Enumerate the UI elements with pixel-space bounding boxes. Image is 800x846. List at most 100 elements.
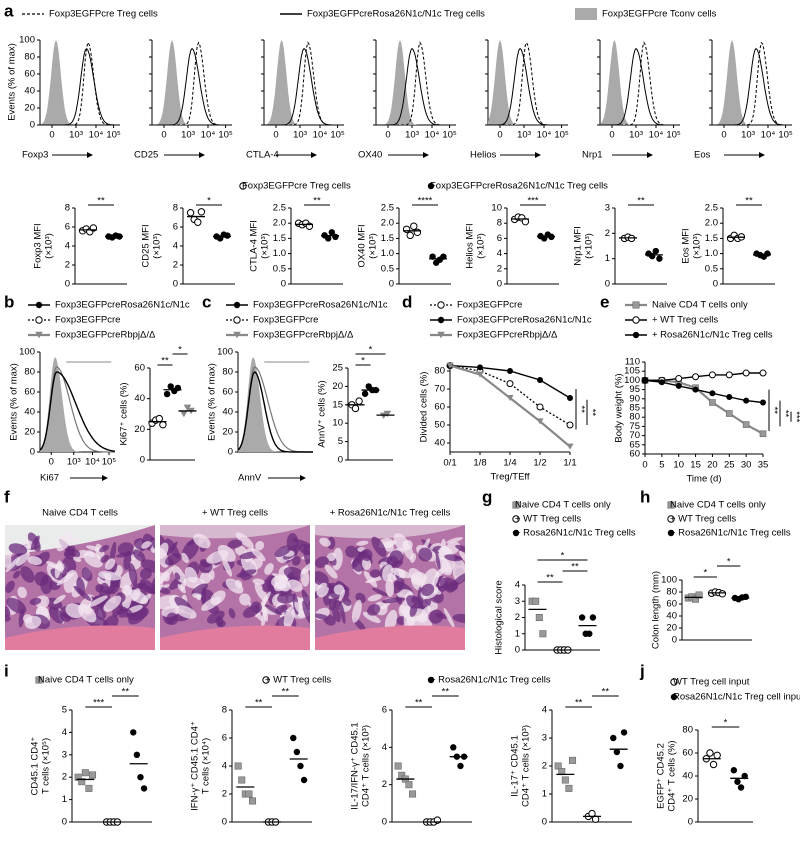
sig-label: ** [122,687,130,698]
point [81,769,89,777]
y-axis-label: T cells (×10⁵) [41,738,52,794]
point [507,368,513,374]
y-tick-label: 3 [542,733,547,744]
x-axis-label: CTLA-4 [246,150,279,161]
y-axis-label: Events (% of max) [7,43,18,121]
crypt [255,541,265,551]
x-tick-label: 10⁵ [218,130,233,141]
histogram-tconv [488,40,568,125]
crypt [99,545,110,553]
y-tick-label: 80 [682,725,693,736]
y-axis-label: Helios MFI [465,223,476,268]
crypt [339,602,346,624]
crypt [5,605,11,617]
crypt [418,547,433,562]
y-tick-label: 0 [382,817,387,828]
y-tick-label: 6 [65,222,70,233]
crypt [390,567,412,579]
y-tick-label: 80 [24,52,35,63]
crypt [48,606,64,624]
point [743,397,750,404]
point [617,762,624,770]
y-tick-label: 1.0 [273,248,286,259]
crypt [27,556,43,565]
y-tick-label: 0 [30,447,35,458]
y-tick-label: 0.5 [705,263,718,274]
crypt [151,536,155,550]
point [300,776,308,784]
crypt [319,537,331,547]
crypt [259,591,271,610]
crypt [363,571,378,588]
histogram-control [238,357,313,452]
crypt [210,590,226,605]
y-tick-label: 0 [30,120,35,131]
crypt [73,585,92,602]
point [706,749,714,757]
point [536,403,544,411]
point [567,395,573,401]
y-tick-label: 60 [24,69,35,80]
y-axis-label: Events (% of max) [9,363,20,441]
sig-label: ** [442,687,450,698]
point [713,751,721,759]
crypt [166,612,179,626]
y-tick-label: 70 [434,384,445,395]
crypt [132,549,146,562]
crypt [239,593,251,606]
y-tick-label: 2 [65,260,70,271]
y-tick-label: 0 [713,279,718,290]
legend-label: + Rosa26N1c/N1c Treg cells [652,330,773,341]
point [332,233,339,241]
point [35,676,43,684]
point [652,247,659,255]
crypt [444,554,462,562]
histogram-treg-dashed [376,41,456,126]
y-tick-label: 2.5 [381,203,394,214]
crypt [160,572,164,592]
crypt [81,567,93,582]
arrow-head [87,152,93,158]
y-tick-label: 20 [332,381,343,392]
point [725,410,733,417]
y-tick-label: 20 [666,623,677,634]
crypt [234,545,247,556]
crypt [252,578,265,585]
legend-label: + WT Treg cells [515,514,581,525]
y-tick-label: 20 [682,794,693,805]
point [159,421,167,429]
y-tick-label: 75 [629,421,640,432]
y-tick-label: 1 [605,253,610,264]
y-tick-label: 2.0 [705,218,718,229]
legend-label: Foxp3EGFPcreRbpjΔ/Δ [55,330,156,341]
legend-label: Naive CD4 T cells only [670,500,766,511]
y-tick-label: 60 [24,387,35,398]
y-axis-label: Foxp3 MFI [33,223,44,268]
point [167,383,174,390]
y-axis-label: AnnV⁺ cells (%) [317,380,328,447]
legend-label: Foxp3EGFPcreRosa26N1c/N1c Treg cells [430,181,608,192]
crypt [53,594,66,605]
y-tick-label: 0 [497,279,502,290]
y-axis-label: CD25 MFI [141,224,152,267]
point [695,591,703,599]
crypt [206,550,229,564]
crypt [298,544,310,556]
point [437,316,445,324]
sig-label: ** [97,196,105,207]
y-tick-label: 0 [228,447,233,458]
y-axis-label: CTLA-4 MFI [249,220,260,272]
crypt [316,582,329,598]
y-tick-label: 2 [222,789,227,800]
sig-label: ** [575,406,586,414]
crypt [291,555,301,566]
crypt [445,581,458,593]
y-tick-label: 1.5 [273,233,286,244]
y-tick-label: 4 [65,241,70,252]
crypt [70,537,80,543]
sig-label: *** [790,411,800,422]
legend-swatch [575,8,597,20]
y-tick-label: 95 [629,384,640,395]
crypt [326,552,336,562]
y-axis-label: OX40 MFI [357,224,368,267]
